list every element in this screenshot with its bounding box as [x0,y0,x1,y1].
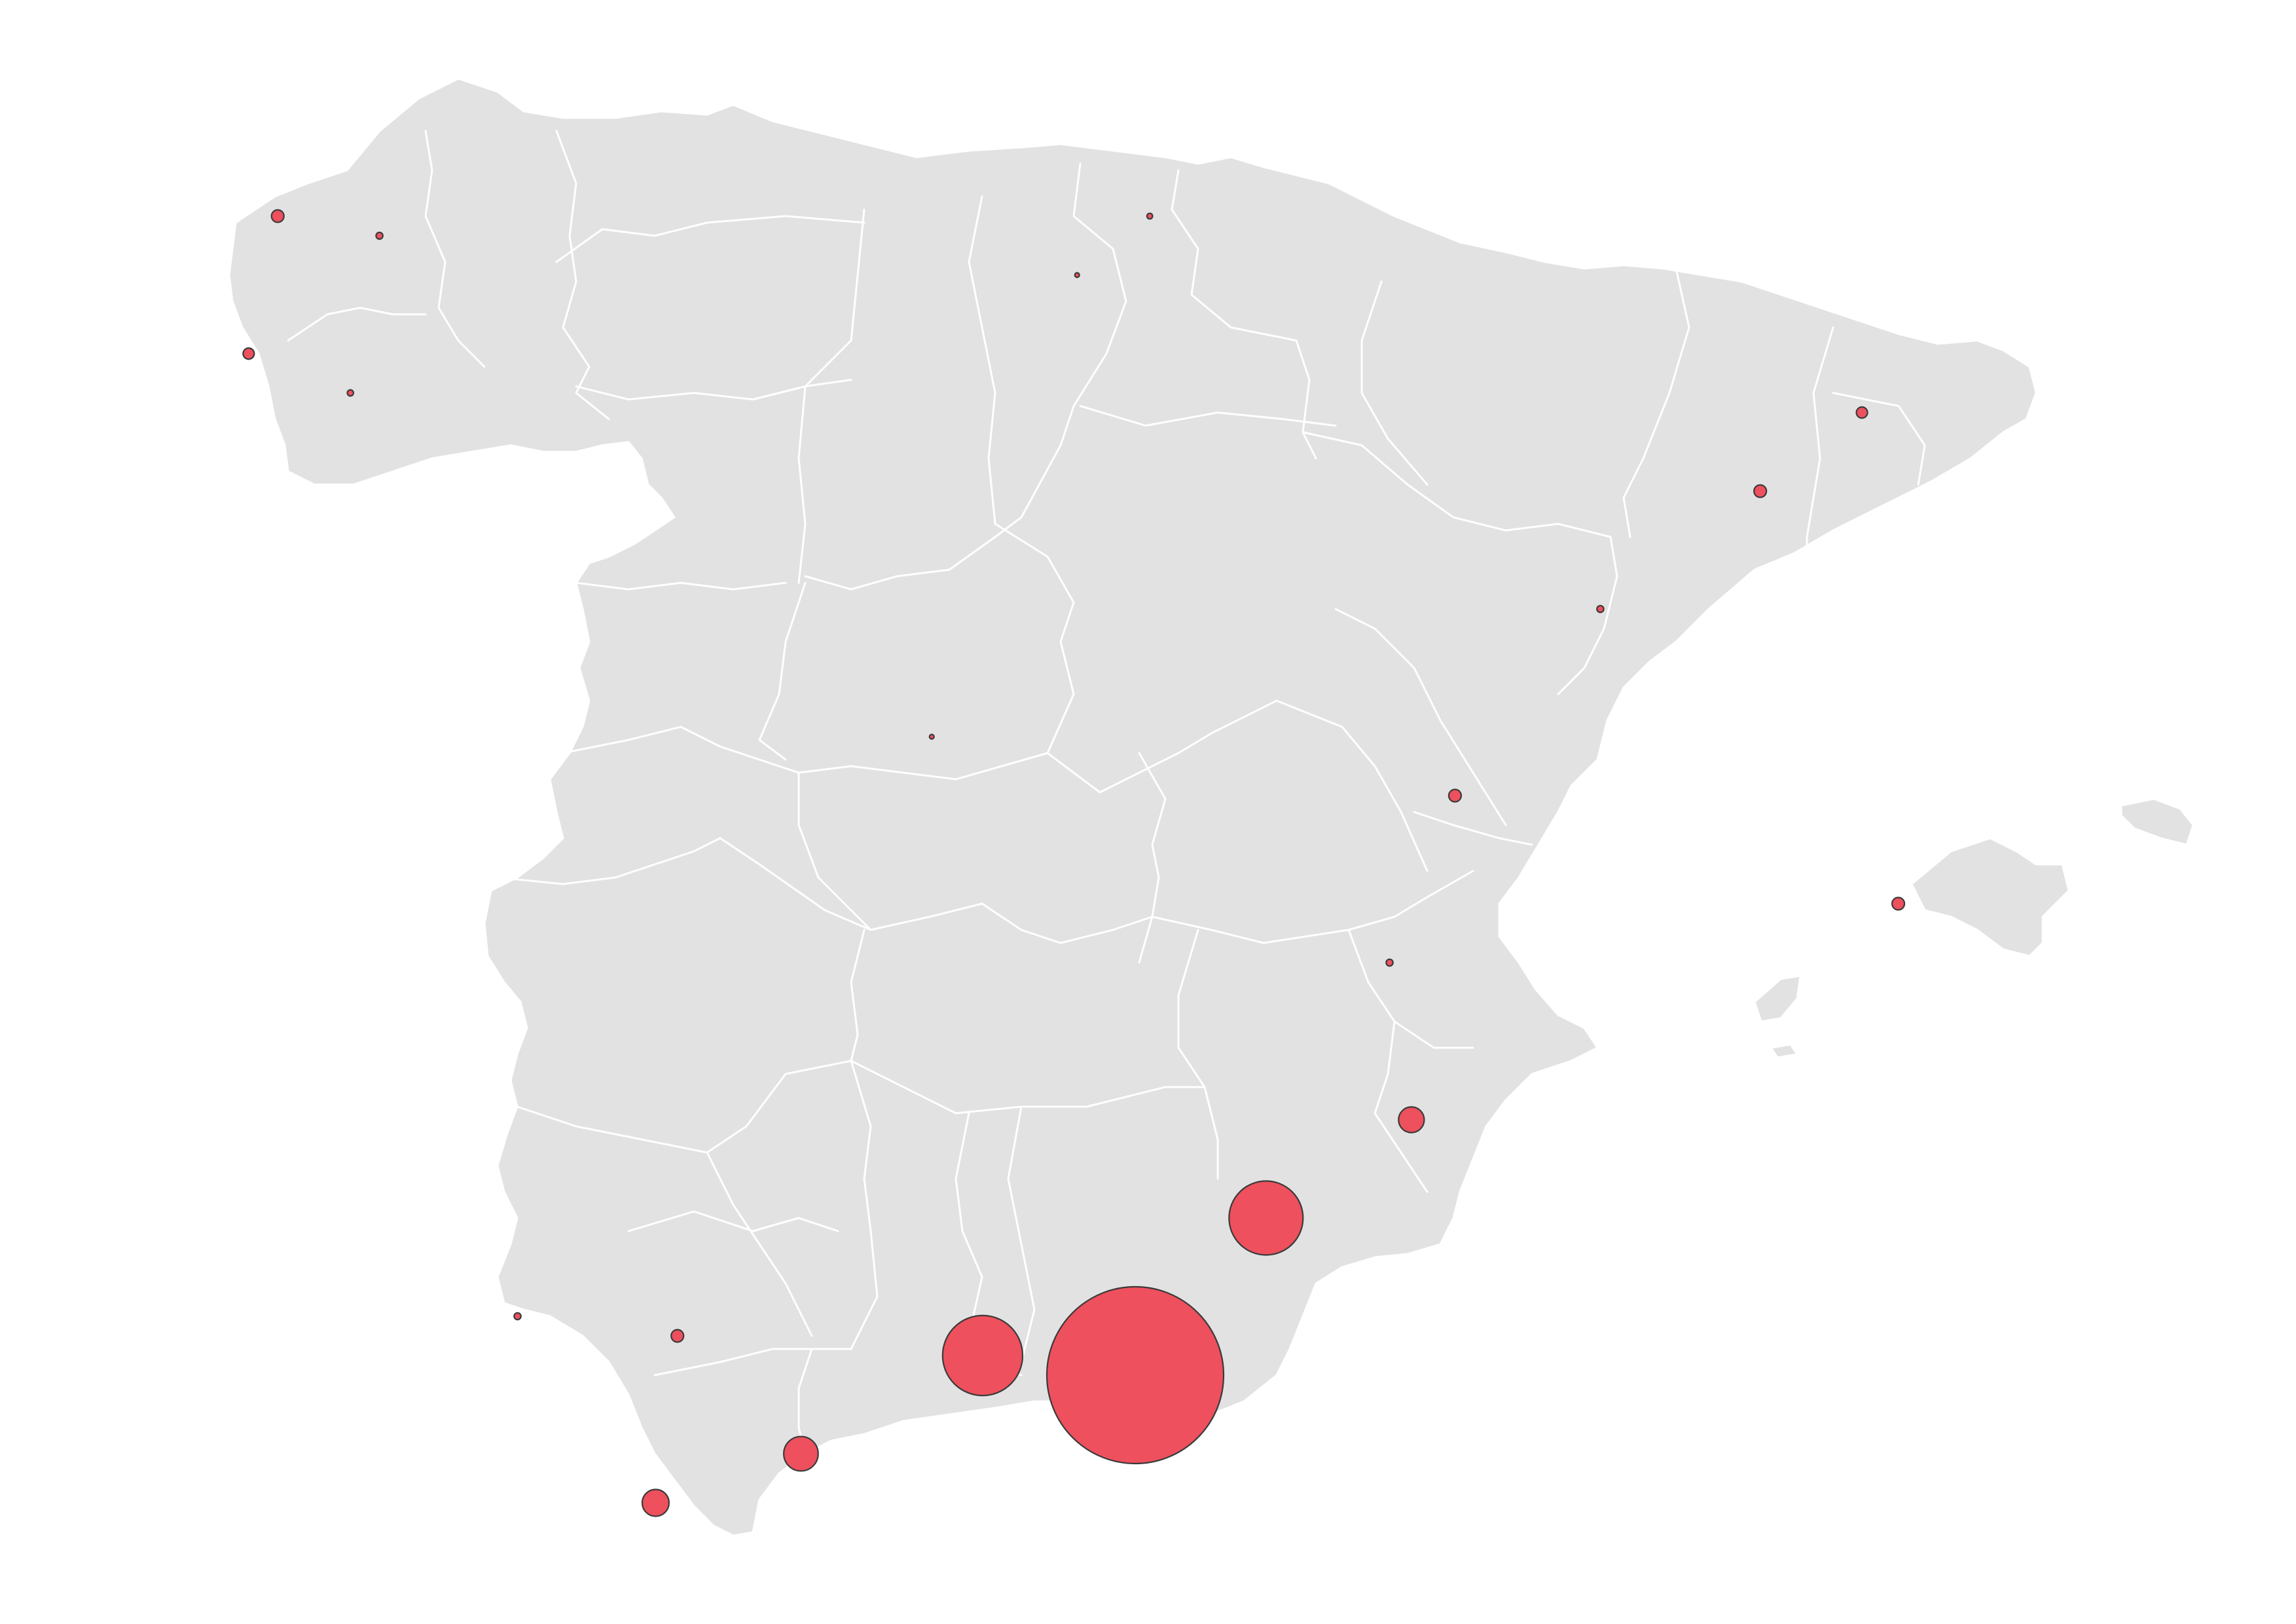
bubble-castellon [1448,788,1462,803]
formentera-island [1770,1043,1798,1059]
bubble-cadiz [641,1488,670,1517]
province-borders [287,130,1926,1455]
bubble-huelva [513,1312,522,1321]
bubble-pontevedra [242,347,255,360]
bubble-a-coruna [270,209,285,223]
bubble-almeria [1046,1285,1225,1465]
menorca-island [2120,798,2195,846]
bubble-lugo [375,231,384,240]
bubble-granada [941,1314,1024,1397]
ibiza-island [1753,974,1802,1023]
bubble-layer [242,209,1906,1517]
bubble-girona [1855,406,1868,419]
bubble-ourense [346,389,354,397]
bubble-sevilla [670,1329,685,1343]
land-layer [228,77,2195,1537]
bubble-tarragona [1596,604,1605,614]
bubble-malaga [782,1435,819,1472]
bubble-valencia [1385,958,1394,967]
iberian-peninsula [228,77,2037,1537]
bubble-alava [1074,272,1080,278]
bubble-balearic-islands [1891,896,1906,911]
mallorca-island [1910,837,2070,957]
bubble-murcia [1228,1180,1304,1256]
bubble-alicante [1398,1106,1425,1134]
bubble-gipuzkoa [1146,212,1154,220]
bubble-madrid [928,733,935,740]
bubble-barcelona [1753,484,1768,498]
